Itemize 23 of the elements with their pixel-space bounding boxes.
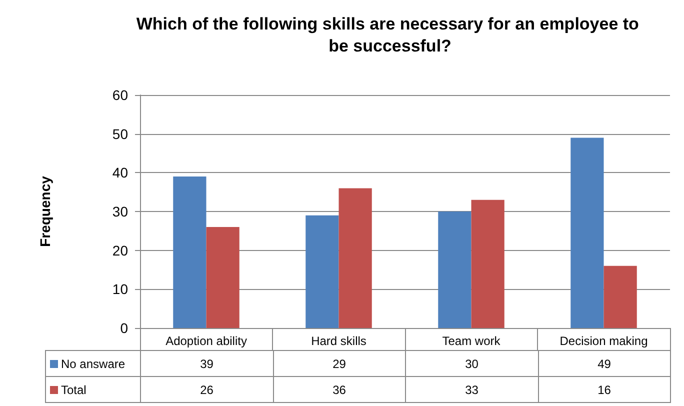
y-tick-label: 0 [120, 320, 128, 336]
x-tick-label: Hard skills [311, 334, 366, 348]
x-tick-label: Team work [442, 334, 502, 348]
y-tick-label: 30 [112, 204, 128, 220]
y-tick-label: 40 [112, 164, 128, 181]
legend-label: No answare [46, 350, 140, 376]
y-tick-label: 50 [112, 126, 128, 142]
data-label: 30 [406, 350, 538, 376]
data-label: 49 [538, 350, 670, 376]
data-label: 33 [406, 376, 538, 402]
data-label: 26 [140, 376, 273, 402]
data-label: 36 [273, 376, 406, 402]
legend-label: Total [46, 376, 140, 402]
y-tick-label: 60 [112, 87, 128, 103]
chart-title: Which of the following skills are necessary for an employee to be successful? [136, 14, 644, 56]
y-tick-label: 10 [112, 281, 128, 298]
data-label: 16 [538, 376, 670, 402]
y-tick-label: 20 [112, 242, 128, 258]
data-label: 29 [273, 350, 406, 376]
x-tick-label: Decision making [560, 334, 648, 348]
y-axis-title: Frequency [37, 176, 53, 247]
data-label: 39 [140, 350, 273, 376]
x-tick-label: Adoption ability [166, 334, 247, 348]
